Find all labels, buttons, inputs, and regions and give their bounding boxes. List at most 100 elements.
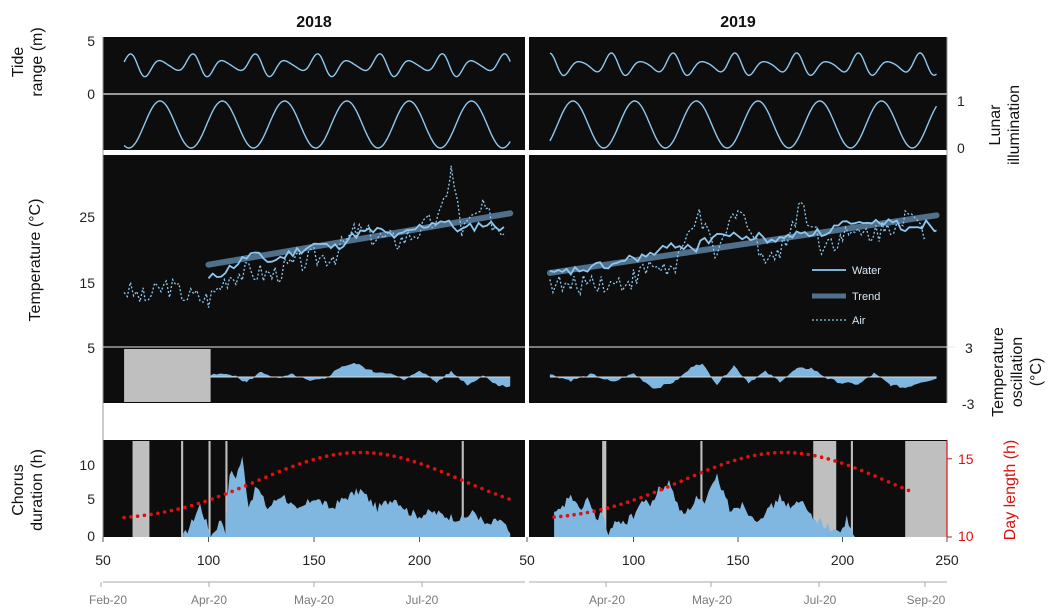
osc-ylabel-line: (°C) bbox=[1028, 358, 1045, 387]
year-title-2019: 2019 bbox=[720, 14, 756, 31]
day-length-point bbox=[605, 506, 610, 510]
date-tick-2018: May-20 bbox=[294, 593, 334, 607]
chorus-gap bbox=[132, 441, 150, 537]
day-length-point bbox=[572, 512, 576, 517]
day-length-point bbox=[625, 500, 630, 505]
day-length-point bbox=[432, 467, 437, 471]
lunar-ylabel-line1: Lunar bbox=[987, 104, 1004, 146]
date-tick-2018: Apr-20 bbox=[191, 593, 227, 607]
day-length-point bbox=[766, 451, 770, 456]
day-length-point bbox=[230, 489, 234, 494]
day-length-point bbox=[552, 515, 556, 519]
day-length-point bbox=[426, 464, 430, 469]
chorus-gap bbox=[813, 441, 837, 537]
xtick-150: 150 bbox=[302, 552, 326, 568]
day-length-point bbox=[779, 450, 784, 455]
day-length-point bbox=[480, 486, 484, 491]
day-length-point bbox=[839, 461, 844, 465]
day-length-point bbox=[324, 454, 329, 459]
chorus-gap bbox=[461, 441, 464, 537]
tide-ytick-0: 0 bbox=[87, 86, 95, 102]
day-length-point bbox=[565, 513, 570, 518]
day-length-point bbox=[592, 509, 596, 513]
day-length-point bbox=[746, 455, 750, 459]
daylength-ytick-15: 15 bbox=[958, 451, 974, 467]
legend-label-trend: Trend bbox=[852, 291, 880, 303]
chorus-ytick-5: 5 bbox=[87, 491, 95, 507]
air-temperature-line bbox=[549, 201, 927, 297]
osc-ylabel-line: Temperature bbox=[990, 327, 1007, 417]
day-length-point bbox=[752, 453, 757, 458]
day-length-point bbox=[886, 480, 891, 484]
day-length-point bbox=[813, 453, 817, 458]
day-length-point bbox=[169, 508, 174, 513]
day-length-point bbox=[652, 490, 657, 495]
day-length-point bbox=[216, 494, 221, 499]
date-tick-2019: May-20 bbox=[692, 593, 732, 607]
day-length-point bbox=[486, 489, 491, 494]
day-length-point bbox=[135, 514, 140, 518]
xtick-100: 100 bbox=[197, 552, 221, 568]
day-length-point bbox=[672, 482, 677, 486]
tide-range-line bbox=[549, 52, 937, 77]
day-length-point bbox=[880, 477, 884, 481]
day-length-point bbox=[500, 494, 505, 499]
day-length-point bbox=[793, 451, 797, 455]
day-length-point bbox=[679, 479, 683, 484]
lunar-ylabel-line2: illumination bbox=[1006, 85, 1023, 165]
day-length-point bbox=[459, 478, 464, 482]
day-length-point bbox=[493, 492, 498, 496]
day-length-point bbox=[129, 515, 133, 519]
day-length-point bbox=[257, 478, 261, 482]
date-tick-2019: Sep-20 bbox=[907, 593, 946, 607]
day-length-point bbox=[392, 454, 397, 459]
day-length-point bbox=[846, 463, 851, 468]
day-length-point bbox=[203, 499, 207, 504]
chorus-ytick-0: 0 bbox=[87, 528, 95, 544]
tide-ylabel-line1: Tide bbox=[10, 47, 27, 78]
day-length-point bbox=[399, 456, 403, 460]
osc-ytick-3: 3 bbox=[965, 340, 973, 356]
day-length-point bbox=[759, 452, 764, 457]
chorus-gap bbox=[850, 441, 853, 537]
day-length-point bbox=[297, 462, 302, 466]
xtick-200: 200 bbox=[408, 552, 432, 568]
oscillation-gap-2018 bbox=[124, 349, 211, 402]
day-length-point bbox=[223, 492, 228, 496]
day-length-point bbox=[176, 507, 180, 511]
day-length-point bbox=[372, 451, 376, 455]
chorus-ylabel-line2: duration (h) bbox=[29, 449, 46, 531]
day-length-point bbox=[632, 498, 637, 502]
day-length-point bbox=[686, 476, 690, 481]
day-length-point bbox=[412, 459, 417, 464]
day-length-point bbox=[284, 467, 288, 471]
day-length-point bbox=[719, 463, 724, 467]
chorus-gap bbox=[181, 441, 184, 537]
day-length-point bbox=[237, 486, 241, 491]
day-length-point bbox=[659, 487, 663, 492]
day-length-point bbox=[270, 472, 275, 477]
day-length-point bbox=[405, 457, 410, 462]
day-length-point bbox=[900, 485, 904, 490]
day-length-point bbox=[277, 469, 282, 474]
day-length-point bbox=[446, 472, 451, 477]
day-length-point bbox=[585, 510, 590, 515]
lunar-ylabel: Lunar illumination bbox=[987, 85, 1023, 165]
temp-ylabel: Temperature (°C) bbox=[27, 199, 44, 322]
day-length-point bbox=[439, 469, 444, 474]
xtick-100: 100 bbox=[622, 552, 646, 568]
day-length-point bbox=[579, 511, 583, 516]
day-length-point bbox=[666, 485, 670, 489]
day-length-point bbox=[819, 455, 824, 460]
chorus-ylabel: Chorus duration (h) bbox=[10, 449, 46, 531]
chorus-duration-area bbox=[554, 473, 855, 537]
lunar-illumination-line bbox=[123, 100, 511, 149]
osc-ylabel: Temperature oscillation (°C) bbox=[990, 327, 1045, 417]
day-length-point bbox=[732, 458, 737, 463]
day-length-point bbox=[189, 503, 194, 508]
tide-ylabel: Tide range (m) bbox=[10, 27, 46, 96]
day-length-point bbox=[799, 451, 804, 456]
osc-ylabel-line: oscillation bbox=[1009, 337, 1026, 407]
